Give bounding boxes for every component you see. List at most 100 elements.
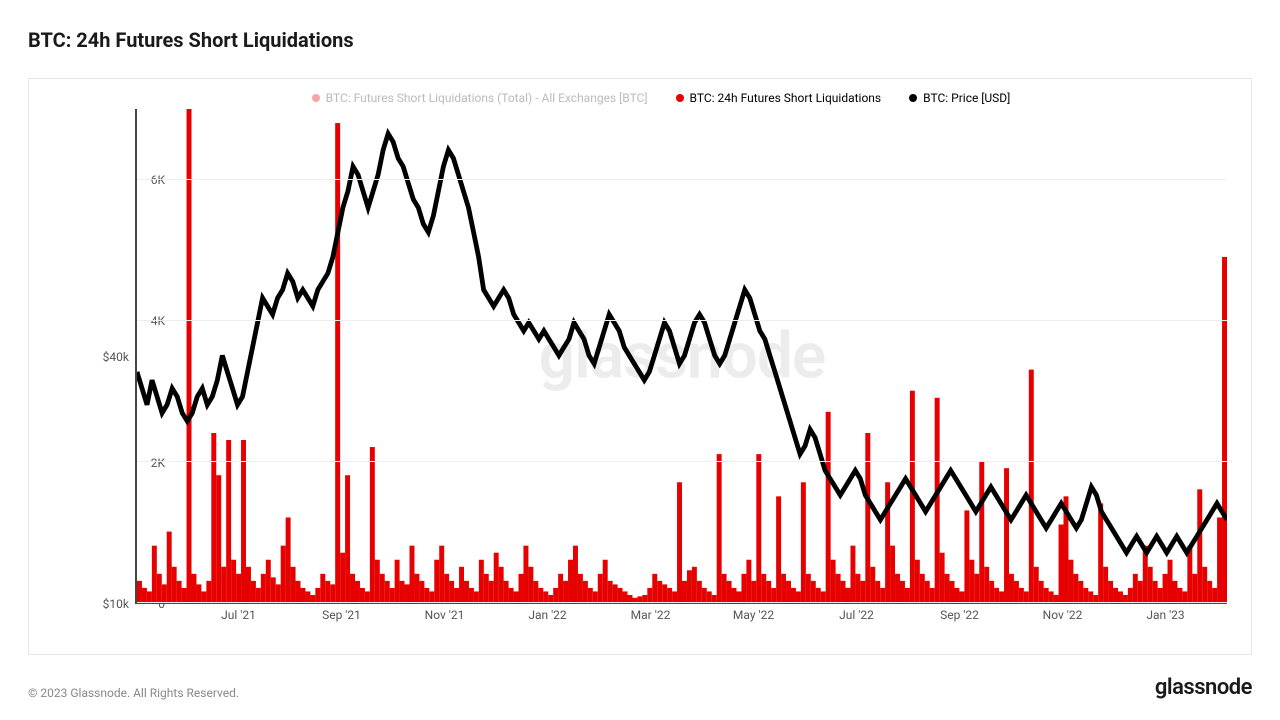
bar <box>305 591 310 602</box>
bar <box>271 577 276 602</box>
chart-container: BTC: Futures Short Liquidations (Total) … <box>28 78 1252 655</box>
bar <box>811 581 816 602</box>
x-tick: Nov '21 <box>425 608 465 622</box>
bar <box>846 588 851 602</box>
bar <box>702 588 707 602</box>
bar <box>955 588 960 602</box>
bar <box>548 595 553 602</box>
bar <box>756 454 761 602</box>
bar <box>266 560 271 602</box>
bar <box>177 581 182 602</box>
bar <box>414 574 419 602</box>
bar <box>533 581 538 602</box>
bar <box>618 588 623 602</box>
bar <box>880 588 885 602</box>
bar <box>1118 591 1123 602</box>
bar <box>514 591 519 602</box>
x-tick: Mar '22 <box>631 608 671 622</box>
bar <box>865 433 870 602</box>
bar <box>335 123 340 602</box>
bar <box>751 581 756 602</box>
brand-logo: glassnode <box>1155 675 1252 700</box>
bar <box>484 574 489 602</box>
bar <box>969 560 974 602</box>
bar <box>315 588 320 602</box>
bar <box>1222 257 1227 602</box>
bar <box>1168 560 1173 602</box>
bar <box>301 588 306 602</box>
bar <box>1133 574 1138 602</box>
bar <box>504 581 509 602</box>
bar <box>1182 591 1187 602</box>
bar <box>474 591 479 602</box>
bar <box>355 581 360 602</box>
page-title: BTC: 24h Futures Short Liquidations <box>28 28 1252 52</box>
bar <box>449 581 454 602</box>
legend-marker <box>312 94 320 102</box>
x-tick: Jul '22 <box>839 608 874 622</box>
bar <box>157 574 162 602</box>
bar <box>330 584 335 602</box>
bar <box>1083 588 1088 602</box>
bar <box>1197 489 1202 602</box>
bar <box>147 591 152 602</box>
bar <box>925 581 930 602</box>
grid-line <box>137 461 1227 462</box>
bar <box>652 574 657 602</box>
bar <box>1177 588 1182 602</box>
bar <box>1217 517 1222 602</box>
bar <box>786 581 791 602</box>
bar <box>489 581 494 602</box>
bar <box>727 581 732 602</box>
bar <box>375 560 380 602</box>
bar <box>538 588 543 602</box>
bar <box>370 447 375 602</box>
bar <box>687 570 692 602</box>
bar <box>410 546 415 602</box>
legend-label: BTC: Futures Short Liquidations (Total) … <box>326 91 648 105</box>
bar <box>543 591 548 602</box>
bar <box>1068 560 1073 602</box>
bar <box>974 574 979 602</box>
bar <box>801 482 806 602</box>
bar <box>1128 588 1133 602</box>
bar <box>196 584 201 602</box>
bar <box>1173 581 1178 602</box>
bar <box>142 588 147 602</box>
bar <box>1088 591 1093 602</box>
bar <box>201 591 206 602</box>
bar <box>251 581 256 602</box>
bar <box>707 591 712 602</box>
bar <box>261 574 266 602</box>
bar <box>211 433 216 602</box>
bar <box>796 591 801 602</box>
bar <box>395 560 400 602</box>
footer: © 2023 Glassnode. All Rights Reserved. g… <box>28 675 1252 700</box>
bar <box>360 588 365 602</box>
bar <box>182 588 187 602</box>
bar <box>192 574 197 602</box>
x-axis: Jul '21Sep '21Nov '21Jan '22Mar '22May '… <box>187 608 1217 628</box>
bar <box>419 581 424 602</box>
bar <box>216 475 221 602</box>
bar <box>320 574 325 602</box>
bar <box>603 560 608 602</box>
bar <box>1093 595 1098 602</box>
bar <box>568 560 573 602</box>
bar <box>291 567 296 602</box>
x-tick: Jul '21 <box>221 608 256 622</box>
bar <box>712 595 717 602</box>
bar <box>1113 588 1118 602</box>
bar <box>1073 574 1078 602</box>
bar <box>979 461 984 602</box>
bar <box>385 581 390 602</box>
bar <box>558 574 563 602</box>
bar <box>761 574 766 602</box>
bar <box>1153 581 1158 602</box>
bar <box>964 510 969 602</box>
bar <box>1202 567 1207 602</box>
bar <box>1009 574 1014 602</box>
bar <box>494 553 499 602</box>
bar <box>1078 581 1083 602</box>
bar <box>885 482 890 602</box>
